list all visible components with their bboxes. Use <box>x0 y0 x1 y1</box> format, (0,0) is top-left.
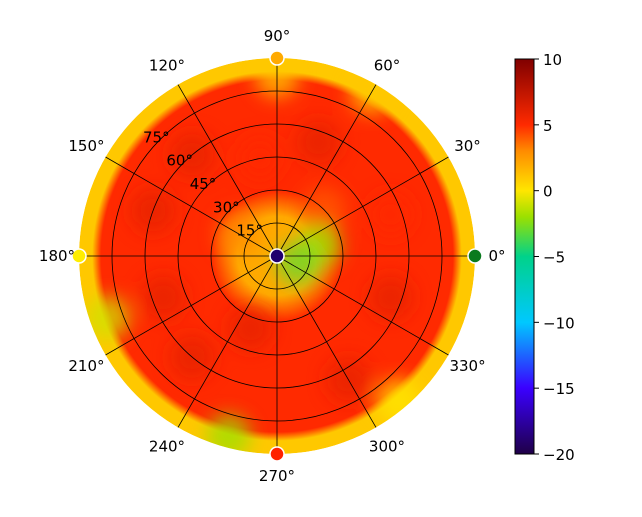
marker-point <box>269 50 285 66</box>
colorbar-gradient <box>514 58 535 455</box>
heatmap-blob <box>275 241 320 286</box>
angular-gridline <box>105 255 278 356</box>
polar-grid <box>79 58 475 454</box>
angular-tick-label: 150° <box>68 137 104 155</box>
colorbar-tick-label: −20 <box>543 446 575 464</box>
angular-gridline <box>276 84 377 257</box>
colorbar-tick-label: 10 <box>543 51 562 69</box>
radial-tick-label: 75° <box>143 128 170 146</box>
radial-tick-label: 30° <box>213 198 240 216</box>
angular-gridline <box>276 255 377 428</box>
angular-gridline <box>105 156 278 257</box>
heatmap-blob <box>368 192 413 237</box>
angular-tick-label: 120° <box>149 56 185 74</box>
angular-tick-label: 30° <box>454 137 481 155</box>
radial-tick-label: 60° <box>166 152 193 170</box>
angular-tick-label: 240° <box>149 438 185 456</box>
angular-tick-label: 330° <box>449 357 485 375</box>
angular-gridline <box>177 84 278 257</box>
angular-gridline <box>276 156 449 257</box>
radial-tick-label: 45° <box>190 175 217 193</box>
heatmap-blob <box>368 275 413 320</box>
angular-tick-label: 180° <box>39 247 75 265</box>
heatmap-blob <box>228 306 273 351</box>
marker-point <box>71 248 87 264</box>
heatmap-blob <box>376 378 421 423</box>
colorbar-tick-label: −15 <box>543 380 575 398</box>
angular-tick-label: 0° <box>488 247 505 265</box>
angular-tick-label: 300° <box>369 438 405 456</box>
angular-gridline <box>276 255 449 356</box>
angular-tick-label: 210° <box>68 357 104 375</box>
angular-tick-label: 60° <box>374 56 401 74</box>
marker-point <box>269 248 285 264</box>
colorbar-tick-label: −5 <box>543 249 565 267</box>
heatmap-blob <box>296 120 341 165</box>
markers <box>71 50 483 462</box>
angular-gridline <box>177 255 278 428</box>
heatmap-blob <box>141 275 186 320</box>
colorbar-tick-label: −10 <box>543 314 575 332</box>
heatmap-blob <box>206 414 251 454</box>
radial-tick-label: 15° <box>236 222 263 240</box>
colorbar-tick-label: 5 <box>543 117 553 135</box>
marker-point <box>269 446 285 462</box>
heatmap-blob <box>85 295 130 340</box>
angular-tick-label: 90° <box>264 27 291 45</box>
tick-labels: 0° 30° 60° 90° 120° 150° 180° 210° 240° 270° 300° 3… <box>39 27 506 485</box>
colorbar-tick-label: 0 <box>543 183 553 201</box>
colorbar: 10 5 0 −5 −10 −15 −20 <box>514 51 575 464</box>
angular-tick-label: 270° <box>259 467 295 485</box>
marker-point <box>467 248 483 264</box>
